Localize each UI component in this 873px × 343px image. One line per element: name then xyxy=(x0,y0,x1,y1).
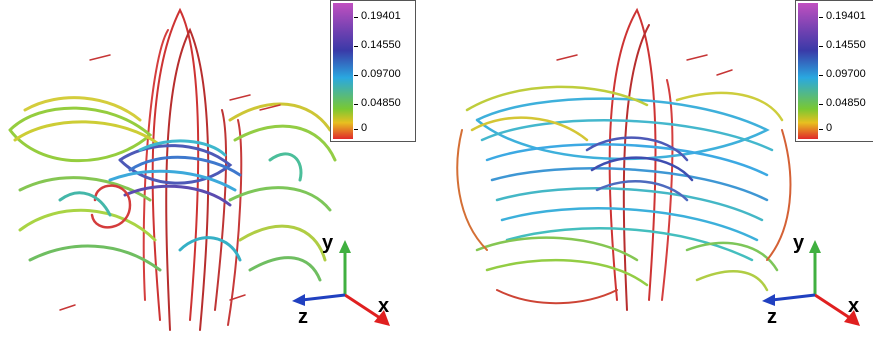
left-colorbar: 0.19401 0.14550 0.09700 0.04850 0 xyxy=(330,0,416,142)
y-axis-label: y xyxy=(322,232,334,254)
x-axis-label: x xyxy=(378,295,390,317)
left-axis-triad xyxy=(292,240,390,326)
z-axis-label: z xyxy=(767,306,777,328)
left-streamline-panel: 0.19401 0.14550 0.09700 0.04850 0 y x z xyxy=(0,0,436,343)
x-axis-arrow xyxy=(344,293,381,320)
right-colorbar: 0.19401 0.14550 0.09700 0.04850 0 xyxy=(795,0,873,142)
z-axis-arrow xyxy=(301,293,346,302)
colorbar-label: 0.19401 xyxy=(361,10,401,22)
colorbar-label: 0.09700 xyxy=(361,68,401,80)
right-colorbar-gradient xyxy=(798,3,818,139)
colorbar-label: 0 xyxy=(361,122,368,134)
right-streamline-panel: 0.19401 0.14550 0.09700 0.04850 0 y x z xyxy=(437,0,873,343)
colorbar-label: 0.04850 xyxy=(826,97,866,109)
right-axis-triad xyxy=(762,240,860,326)
y-axis-label: y xyxy=(793,232,805,254)
x-axis-arrow xyxy=(814,293,851,320)
left-colorbar-gradient xyxy=(333,3,353,139)
colorbar-label: 0.09700 xyxy=(826,68,866,80)
x-axis-label: x xyxy=(848,295,860,317)
z-axis-label: z xyxy=(298,306,308,328)
z-axis-arrow xyxy=(771,293,816,302)
colorbar-label: 0.04850 xyxy=(361,97,401,109)
colorbar-label: 0.14550 xyxy=(361,39,401,51)
colorbar-label: 0 xyxy=(826,122,833,134)
left-streamline-render xyxy=(8,7,390,331)
colorbar-label: 0.14550 xyxy=(826,39,866,51)
right-streamline-render xyxy=(456,7,860,326)
colorbar-label: 0.19401 xyxy=(826,10,866,22)
